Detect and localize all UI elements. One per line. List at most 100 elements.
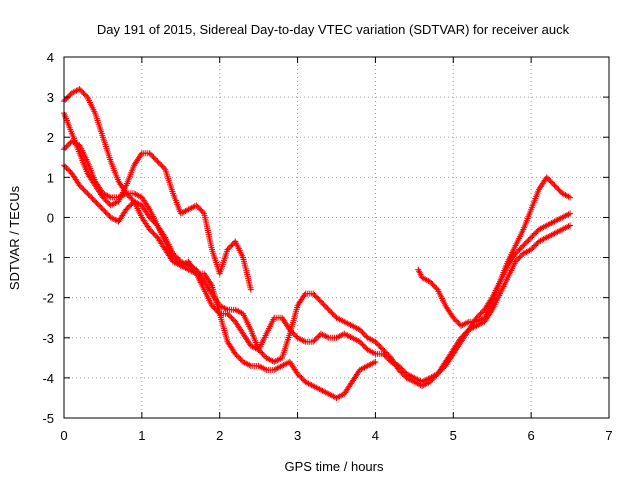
x-tick-label: 2: [216, 428, 223, 443]
data-point: [455, 320, 462, 327]
data-point: [377, 344, 384, 351]
data-point: [384, 354, 391, 361]
data-point: [159, 163, 166, 170]
data-point: [432, 283, 439, 290]
data-point: [382, 353, 389, 360]
data-point: [478, 309, 485, 316]
data-point: [92, 198, 99, 205]
data-point: [105, 211, 112, 218]
data-point: [103, 210, 110, 217]
data-point: [80, 186, 87, 193]
data-point: [319, 300, 326, 307]
data-point: [170, 250, 176, 257]
data-point: [258, 349, 265, 356]
data-point: [228, 242, 235, 249]
data-point: [315, 333, 322, 340]
data-point: [513, 257, 520, 264]
data-point: [291, 332, 298, 339]
data-point: [330, 312, 337, 319]
data-point: [325, 306, 332, 313]
data-point: [395, 362, 402, 369]
data-point: [372, 358, 379, 365]
data-point: [532, 242, 539, 249]
data-point: [519, 243, 526, 250]
series-track-e: [415, 174, 574, 329]
data-point: [315, 296, 322, 303]
data-point: [312, 336, 319, 343]
data-point: [146, 214, 153, 221]
data-point: [103, 198, 110, 205]
data-point: [197, 206, 204, 213]
data-point: [433, 285, 440, 292]
data-point: [430, 282, 437, 289]
data-point: [385, 356, 392, 363]
data-point: [358, 340, 365, 347]
data-point: [359, 341, 366, 348]
data-point: [524, 238, 531, 245]
data-point: [215, 309, 222, 316]
data-point: [550, 181, 557, 188]
data-point: [146, 226, 153, 233]
data-point: [373, 340, 380, 347]
data-point: [314, 334, 321, 341]
data-point: [90, 197, 97, 204]
data-point: [195, 205, 202, 212]
ticks: 0 1 2 3 4 5 6 7 -5 -4 -3 -2 -1 0 1 2 3 4: [42, 50, 612, 443]
data-point: [567, 222, 574, 229]
data-point: [208, 302, 215, 309]
data-point: [97, 203, 104, 210]
data-point: [545, 175, 552, 182]
data-point: [288, 328, 295, 335]
data-point: [99, 194, 106, 201]
data-point: [450, 314, 457, 321]
data-point: [520, 242, 527, 249]
x-axis-label: GPS time / hours: [285, 459, 384, 474]
data-point: [516, 254, 523, 261]
data-point: [88, 194, 95, 201]
data-point: [171, 251, 178, 258]
data-point: [66, 167, 73, 174]
data-point: [476, 312, 483, 319]
data-point: [63, 95, 70, 102]
data-point: [567, 194, 574, 201]
data-point: [436, 369, 443, 376]
data-point: [321, 302, 328, 309]
data-point: [128, 195, 135, 202]
data-point: [359, 329, 366, 336]
data-point: [529, 245, 536, 252]
data-point: [212, 306, 219, 313]
data-point: [214, 308, 221, 315]
data-point: [154, 158, 161, 165]
y-tick-label: -4: [42, 371, 54, 386]
data-point: [381, 352, 388, 359]
data-point: [77, 183, 84, 190]
data-point: [312, 293, 319, 300]
data-point: [89, 195, 96, 202]
data-point: [528, 246, 535, 253]
data-point: [247, 286, 254, 293]
data-point: [517, 253, 524, 260]
data-point: [172, 253, 179, 260]
data-point: [356, 326, 363, 333]
data-point: [86, 193, 93, 200]
data-point: [232, 350, 239, 357]
data-point: [298, 374, 305, 381]
data-point: [227, 313, 234, 320]
data-point: [517, 245, 524, 252]
y-tick-label: -1: [42, 251, 54, 266]
data-point: [512, 250, 519, 257]
data-point: [397, 364, 404, 371]
data-point: [327, 308, 334, 315]
data-point: [512, 258, 519, 265]
y-tick-label: 4: [47, 50, 54, 65]
data-point: [259, 350, 266, 357]
series-track-c: [61, 138, 574, 385]
data-point: [128, 201, 135, 208]
series-track-d: [61, 110, 254, 293]
data-point: [124, 205, 131, 212]
data-point: [101, 207, 108, 214]
data-point: [125, 203, 132, 210]
data-point: [151, 155, 158, 162]
data-point: [323, 304, 330, 311]
data-point: [147, 151, 154, 158]
